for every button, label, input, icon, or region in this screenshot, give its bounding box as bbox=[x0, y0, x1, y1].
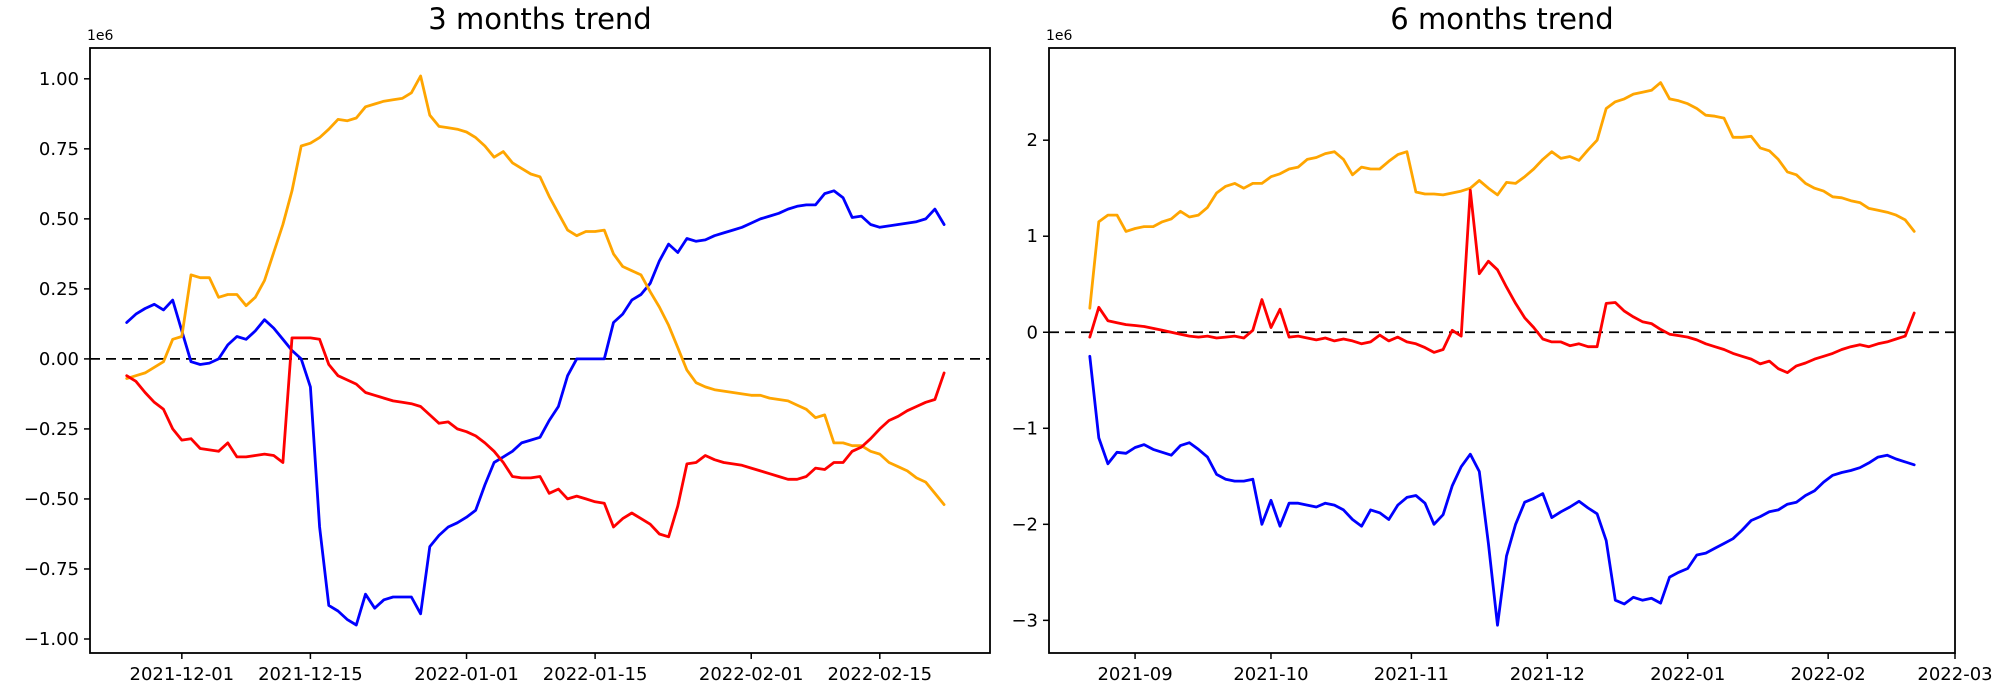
chart-title-6-months: 6 months trend bbox=[1390, 2, 1614, 36]
y-tick-label: −0.50 bbox=[24, 489, 79, 510]
x-tick-label: 2021-12-15 bbox=[258, 664, 363, 685]
axes-box bbox=[1048, 47, 1956, 654]
x-tick-label: 2021-09 bbox=[1097, 664, 1172, 685]
series-line-red bbox=[125, 336, 946, 539]
y-tick-label: 0.25 bbox=[39, 279, 79, 300]
x-tick-label: 2022-01-01 bbox=[414, 664, 519, 685]
x-tick-label: 2022-02-01 bbox=[699, 664, 804, 685]
y-tick-label: 0.75 bbox=[39, 139, 79, 160]
x-tick-label: 2021-12-01 bbox=[130, 664, 235, 685]
series-line-red bbox=[1088, 188, 1916, 375]
y-axis-offset-label: 1e6 bbox=[1046, 28, 1073, 44]
x-tick-label: 2022-02 bbox=[1791, 664, 1866, 685]
y-tick-label: 2 bbox=[1027, 130, 1038, 151]
series-line-blue bbox=[125, 189, 946, 627]
series-line-orange bbox=[1088, 81, 1916, 310]
y-tick-label: −1 bbox=[1011, 418, 1038, 439]
series-line-blue bbox=[1088, 354, 1916, 627]
x-tick-label: 2021-11 bbox=[1374, 664, 1449, 685]
x-tick-label: 2021-12 bbox=[1510, 664, 1585, 685]
x-tick-label: 2022-02-15 bbox=[827, 664, 932, 685]
x-tick-label: 2022-01 bbox=[1650, 664, 1725, 685]
x-tick-label: 2022-03 bbox=[1917, 664, 1992, 685]
chart-title-3-months: 3 months trend bbox=[428, 2, 652, 36]
y-tick-label: 1 bbox=[1027, 226, 1038, 247]
series-line-orange bbox=[125, 74, 946, 507]
y-tick-label: −0.75 bbox=[24, 559, 79, 580]
x-tick-label: 2021-10 bbox=[1233, 664, 1308, 685]
y-tick-label: −0.25 bbox=[24, 419, 79, 440]
axes-box bbox=[89, 47, 991, 654]
y-tick-label: −3 bbox=[1011, 610, 1038, 631]
y-tick-label: −2 bbox=[1011, 514, 1038, 535]
y-tick-label: −1.00 bbox=[24, 629, 79, 650]
y-tick-label: 0.00 bbox=[39, 349, 79, 370]
y-tick-label: 0.50 bbox=[39, 209, 79, 230]
y-axis-offset-label: 1e6 bbox=[87, 28, 114, 44]
y-tick-label: 0 bbox=[1027, 322, 1038, 343]
y-tick-label: 1.00 bbox=[39, 69, 79, 90]
x-tick-label: 2022-01-15 bbox=[543, 664, 648, 685]
